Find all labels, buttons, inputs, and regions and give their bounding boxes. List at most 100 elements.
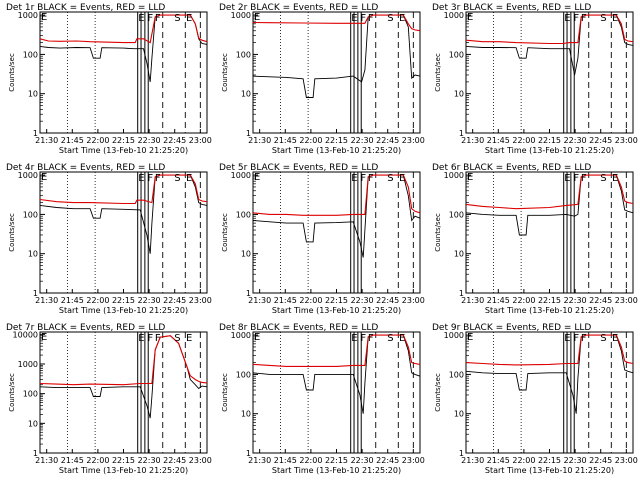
chart-panel-8: Det 8r BLACK = Events, RED = LLD 1 10 100 10… xyxy=(213,320,426,480)
y-tick-label: 10 xyxy=(241,90,251,99)
chart-panel-9: Det 9r BLACK = Events, RED = LLD 1 10 100 10… xyxy=(426,320,639,480)
x-tick-label: 22:30 xyxy=(138,296,161,305)
plot-frame xyxy=(465,331,634,454)
chart-title: Det 9r BLACK = Events, RED = LLD xyxy=(432,323,591,333)
event-marker-label: S xyxy=(174,13,180,24)
event-marker-label: E xyxy=(41,12,47,23)
lld-series-line xyxy=(465,334,634,366)
event-marker-label: S xyxy=(387,173,393,184)
event-marker-label: S xyxy=(174,333,180,344)
x-tick-label: 23:00 xyxy=(615,296,638,305)
x-tick-label: 22:30 xyxy=(564,456,587,465)
events-series-line xyxy=(39,174,208,254)
y-tick-label: 1000 xyxy=(18,11,38,20)
y-tick-label: 1 xyxy=(33,129,38,138)
y-axis-label: Counts/sec xyxy=(221,213,229,252)
y-tick-label: 1000 xyxy=(231,331,251,340)
events-series-line xyxy=(252,14,421,98)
event-marker-label: S xyxy=(387,333,393,344)
event-marker-label: E xyxy=(399,333,405,344)
event-marker-label: F xyxy=(573,333,579,344)
x-tick-label: 22:30 xyxy=(138,136,161,145)
event-marker-label: E xyxy=(138,13,144,24)
event-marker-label: S xyxy=(387,13,393,24)
event-marker-label: F xyxy=(581,173,587,184)
event-marker-label: E xyxy=(186,13,192,24)
events-series-line xyxy=(465,334,634,414)
event-marker-label: E xyxy=(351,13,357,24)
plot-frame xyxy=(39,171,208,294)
x-tick-label: 23:00 xyxy=(615,136,638,145)
event-marker-label: E xyxy=(351,173,357,184)
event-marker-label: E xyxy=(612,333,618,344)
x-tick-label: 21:45 xyxy=(487,136,510,145)
event-marker-label: E xyxy=(186,333,192,344)
x-tick-label: 22:30 xyxy=(138,456,161,465)
y-tick-label: 1 xyxy=(33,449,38,458)
x-tick-label: 21:45 xyxy=(274,296,297,305)
lld-series-line xyxy=(39,14,208,44)
event-marker-label: E xyxy=(467,172,473,183)
x-tick-label: 22:45 xyxy=(163,456,186,465)
x-tick-label: 21:45 xyxy=(61,296,84,305)
x-axis-label: Start Time (13-Feb-10 21:25:20) xyxy=(485,306,614,315)
chart-svg: Det 2r BLACK = Events, RED = LLD 1 10 100 10… xyxy=(219,3,425,155)
event-marker-label: E xyxy=(399,13,405,24)
events-series-line xyxy=(252,174,421,258)
chart-panel-4: Det 4r BLACK = Events, RED = LLD 1 10 100 10… xyxy=(0,160,213,320)
event-marker-label: E xyxy=(138,333,144,344)
event-marker-label: F xyxy=(581,333,587,344)
y-tick-label: 1 xyxy=(246,449,251,458)
event-marker-label: E xyxy=(467,332,473,343)
x-tick-label: 21:30 xyxy=(248,136,271,145)
x-tick-label: 22:15 xyxy=(538,296,561,305)
x-axis-label: Start Time (13-Feb-10 21:25:20) xyxy=(59,466,188,475)
event-marker-label: E xyxy=(254,332,260,343)
y-axis-label: Counts/sec xyxy=(8,373,16,412)
lld-series-line xyxy=(465,14,634,45)
events-series-line xyxy=(252,334,421,414)
chart-panel-6: Det 6r BLACK = Events, RED = LLD 1 10 100 10… xyxy=(426,160,639,320)
x-tick-label: 22:15 xyxy=(325,136,348,145)
event-marker-label: E xyxy=(564,13,570,24)
chart-title: Det 8r BLACK = Events, RED = LLD xyxy=(219,323,378,333)
x-tick-label: 22:45 xyxy=(163,136,186,145)
x-tick-label: 23:00 xyxy=(189,456,212,465)
chart-svg: Det 3r BLACK = Events, RED = LLD 1 10 100 10… xyxy=(432,3,638,155)
event-marker-label: F xyxy=(581,13,587,24)
chart-panel-3: Det 3r BLACK = Events, RED = LLD 1 10 100 10… xyxy=(426,0,639,160)
x-tick-label: 21:45 xyxy=(61,456,84,465)
x-tick-label: 22:30 xyxy=(564,296,587,305)
event-marker-label: F xyxy=(360,173,366,184)
x-tick-label: 22:00 xyxy=(86,136,109,145)
chart-svg: Det 8r BLACK = Events, RED = LLD 1 10 100 10… xyxy=(219,323,425,475)
y-tick-label: 1 xyxy=(33,289,38,298)
y-tick-label: 100 xyxy=(23,210,38,219)
y-tick-label: 1000 xyxy=(444,331,464,340)
event-marker-label: F xyxy=(155,333,161,344)
x-axis-label: Start Time (13-Feb-10 21:25:20) xyxy=(59,306,188,315)
event-marker-label: E xyxy=(254,172,260,183)
x-tick-label: 21:30 xyxy=(35,296,58,305)
x-tick-label: 21:45 xyxy=(487,296,510,305)
events-series-line xyxy=(465,14,634,76)
chart-title: Det 1r BLACK = Events, RED = LLD xyxy=(6,3,165,13)
event-marker-label: E xyxy=(564,333,570,344)
x-tick-label: 22:00 xyxy=(299,136,322,145)
plot-frame xyxy=(465,11,634,134)
plot-frame xyxy=(252,11,421,134)
y-axis-label: Counts/sec xyxy=(434,53,442,92)
x-tick-label: 21:30 xyxy=(35,456,58,465)
y-tick-label: 10 xyxy=(454,90,464,99)
event-marker-label: S xyxy=(600,333,606,344)
chart-panel-1: Det 1r BLACK = Events, RED = LLD 1 10 100 10… xyxy=(0,0,213,160)
events-series-line xyxy=(39,335,208,419)
y-axis-label: Counts/sec xyxy=(434,373,442,412)
y-tick-label: 100 xyxy=(236,210,251,219)
chart-title: Det 5r BLACK = Events, RED = LLD xyxy=(219,163,378,173)
event-marker-label: E xyxy=(612,13,618,24)
x-tick-label: 21:45 xyxy=(61,136,84,145)
x-tick-label: 22:15 xyxy=(112,136,135,145)
y-tick-label: 1 xyxy=(459,449,464,458)
